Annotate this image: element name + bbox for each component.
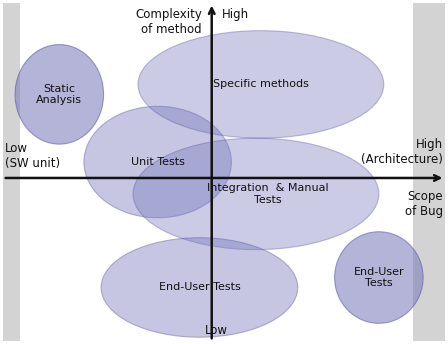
Text: End-User
Tests: End-User Tests <box>353 267 404 288</box>
Text: Complexity
of method: Complexity of method <box>135 8 202 36</box>
Text: Static
Analysis: Static Analysis <box>36 84 82 105</box>
Text: Integration  & Manual
Tests: Integration & Manual Tests <box>207 183 329 205</box>
Ellipse shape <box>84 106 231 218</box>
Text: High: High <box>222 8 249 21</box>
Text: Low: Low <box>205 324 228 337</box>
Text: End-User Tests: End-User Tests <box>159 282 240 292</box>
Ellipse shape <box>101 238 298 337</box>
Text: Scope
of Bug: Scope of Bug <box>405 190 443 218</box>
Ellipse shape <box>138 31 384 138</box>
Ellipse shape <box>335 232 423 323</box>
Bar <box>413 3 445 341</box>
Bar <box>3 3 20 341</box>
Text: Unit Tests: Unit Tests <box>131 157 185 167</box>
Ellipse shape <box>133 138 379 250</box>
Text: Low
(SW unit): Low (SW unit) <box>5 142 60 170</box>
Text: High
(Architecture): High (Architecture) <box>361 138 443 166</box>
Text: Specific methods: Specific methods <box>213 79 309 89</box>
Ellipse shape <box>15 45 103 144</box>
